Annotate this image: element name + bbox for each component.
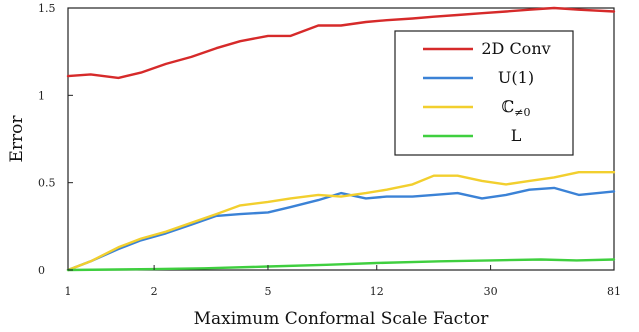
series-line-1 bbox=[66, 186, 616, 272]
x-tick-label: 5 bbox=[264, 285, 271, 298]
legend-label-main: ℂ bbox=[502, 97, 515, 116]
x-tick-label: 1 bbox=[65, 285, 72, 298]
y-tick-label: 0.5 bbox=[38, 177, 56, 190]
legend-label-subscript: ≠0 bbox=[514, 106, 530, 119]
y-tick-label: 0 bbox=[38, 264, 45, 277]
y-tick-label: 1.5 bbox=[38, 2, 56, 15]
x-axis-label: Maximum Conformal Scale Factor bbox=[194, 309, 490, 329]
series-layer bbox=[66, 6, 616, 272]
legend-label-1: U(1) bbox=[498, 68, 534, 87]
legend-label-2: ℂ≠0 bbox=[502, 97, 531, 119]
y-axis-label: Error bbox=[7, 115, 27, 163]
plot-frame bbox=[67, 7, 615, 271]
legend-box bbox=[394, 30, 574, 156]
y-tick-label: 1 bbox=[38, 89, 45, 102]
legend-label-0: 2D Conv bbox=[481, 39, 550, 58]
x-tick-label: 30 bbox=[484, 285, 498, 298]
x-tick-label: 2 bbox=[151, 285, 158, 298]
series-line-2 bbox=[66, 170, 616, 272]
legend-label-3: L bbox=[511, 126, 522, 145]
legend: 2D Conv U(1) ℂ≠0 L bbox=[394, 30, 574, 156]
series-line-3 bbox=[66, 258, 616, 272]
series-line-0 bbox=[66, 6, 616, 80]
x-tick-label: 81 bbox=[607, 285, 621, 298]
x-tick-label: 12 bbox=[370, 285, 384, 298]
